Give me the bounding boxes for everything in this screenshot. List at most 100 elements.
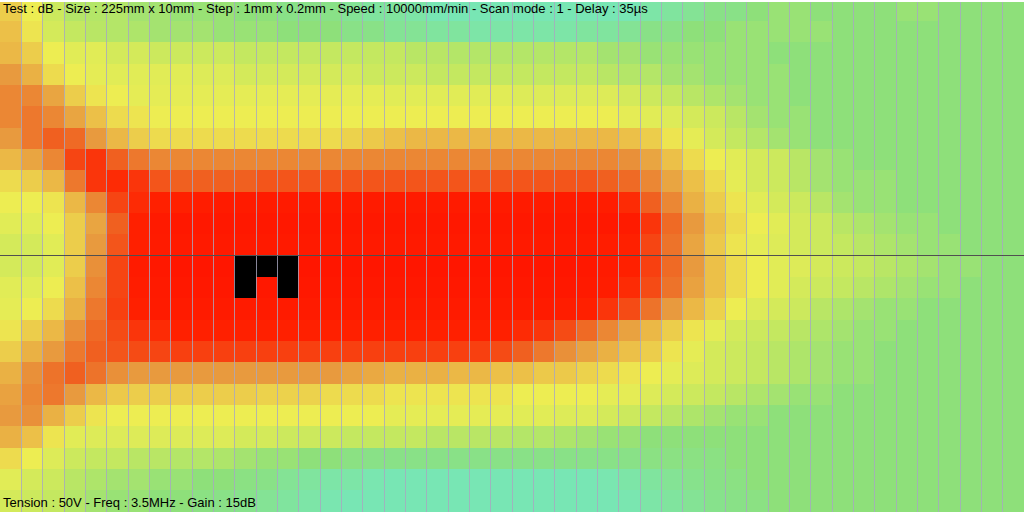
- heat-cell: [896, 469, 917, 490]
- heat-cell: [320, 149, 341, 170]
- heat-cell: [469, 213, 490, 234]
- heat-cell: [64, 405, 85, 426]
- heat-cell: [981, 298, 1002, 320]
- heat-cell: [597, 320, 618, 341]
- heat-cell: [704, 448, 725, 469]
- heat-cell: [512, 426, 533, 448]
- heat-cell: [234, 426, 256, 448]
- heat-cell: [149, 448, 170, 469]
- heat-cell: [725, 192, 746, 213]
- heat-cell: [234, 213, 256, 234]
- heat-cell: [938, 106, 960, 128]
- heat-cell: [213, 384, 234, 405]
- heat-cell: [597, 128, 618, 149]
- heat-cell: [938, 490, 960, 512]
- heat-cell: [746, 0, 768, 21]
- heat-cell: [64, 106, 85, 128]
- heat-cell: [682, 106, 704, 128]
- heat-cell: [789, 256, 810, 277]
- heat-cell: [213, 170, 234, 192]
- heat-cell: [298, 21, 320, 42]
- heat-cell: [42, 341, 64, 362]
- heat-cell: [960, 362, 981, 384]
- heat-cell: [533, 106, 554, 128]
- heat-cell: [64, 85, 85, 106]
- heat-cell: [106, 192, 128, 213]
- heat-cell: [1002, 256, 1024, 277]
- heat-cell: [21, 256, 42, 277]
- heat-cell: [21, 128, 42, 149]
- heat-cell: [704, 469, 725, 490]
- heat-cell: [704, 341, 725, 362]
- heat-cell: [106, 384, 128, 405]
- heat-cell: [405, 64, 426, 85]
- heat-cell: [405, 298, 426, 320]
- heat-cell: [874, 42, 896, 64]
- heat-cell: [341, 192, 362, 213]
- heat-cell: [106, 298, 128, 320]
- heat-cell: [448, 490, 469, 512]
- heat-cell: [128, 213, 149, 234]
- heat-cell: [810, 405, 832, 426]
- heat-cell: [469, 106, 490, 128]
- heat-cell: [725, 448, 746, 469]
- heat-cell: [448, 384, 469, 405]
- heat-cell: [448, 469, 469, 490]
- heat-cell: [405, 405, 426, 426]
- heat-cell: [853, 448, 874, 469]
- heat-cell: [704, 128, 725, 149]
- heat-cell: [576, 490, 597, 512]
- heat-cell: [426, 213, 448, 234]
- heat-cell: [170, 85, 192, 106]
- heat-cell: [0, 341, 21, 362]
- heat-cell: [725, 149, 746, 170]
- heat-cell: [469, 192, 490, 213]
- heat-cell: [42, 106, 64, 128]
- heat-cell: [64, 298, 85, 320]
- heat-cell: [789, 320, 810, 341]
- heat-cell: [938, 298, 960, 320]
- heat-cell: [960, 469, 981, 490]
- heat-cell: [576, 298, 597, 320]
- heat-cell: [234, 64, 256, 85]
- heat-cell: [85, 341, 106, 362]
- heat-cell: [597, 384, 618, 405]
- heat-cell: [85, 384, 106, 405]
- heat-cell: [277, 64, 298, 85]
- heat-cell: [85, 256, 106, 277]
- heat-cell: [448, 128, 469, 149]
- heat-cell: [341, 341, 362, 362]
- heat-cell: [213, 256, 234, 277]
- heat-cell: [1002, 42, 1024, 64]
- heat-cell: [938, 362, 960, 384]
- heat-cell: [341, 320, 362, 341]
- heat-cell: [853, 320, 874, 341]
- heat-cell: [1002, 0, 1024, 21]
- heat-cell: [256, 490, 277, 512]
- heat-cell: [64, 192, 85, 213]
- heat-cell: [405, 384, 426, 405]
- heat-cell: [554, 192, 576, 213]
- heat-cell: [768, 341, 789, 362]
- heat-cell: [832, 320, 853, 341]
- heat-cell: [874, 448, 896, 469]
- heat-cell: [149, 320, 170, 341]
- heat-cell: [213, 298, 234, 320]
- heat-cell: [981, 469, 1002, 490]
- heat-cell: [320, 490, 341, 512]
- heat-cell: [960, 490, 981, 512]
- heat-cell: [597, 21, 618, 42]
- heat-cell: [448, 320, 469, 341]
- heat-cell: [64, 170, 85, 192]
- heat-cell: [106, 234, 128, 256]
- heat-cell: [0, 42, 21, 64]
- heat-cell: [192, 277, 213, 298]
- heat-cell: [170, 234, 192, 256]
- heat-cell: [170, 42, 192, 64]
- heat-cell: [128, 106, 149, 128]
- heat-cell: [0, 362, 21, 384]
- heat-cell: [896, 21, 917, 42]
- heat-cell: [746, 426, 768, 448]
- heat-cell: [533, 149, 554, 170]
- heat-cell: [298, 42, 320, 64]
